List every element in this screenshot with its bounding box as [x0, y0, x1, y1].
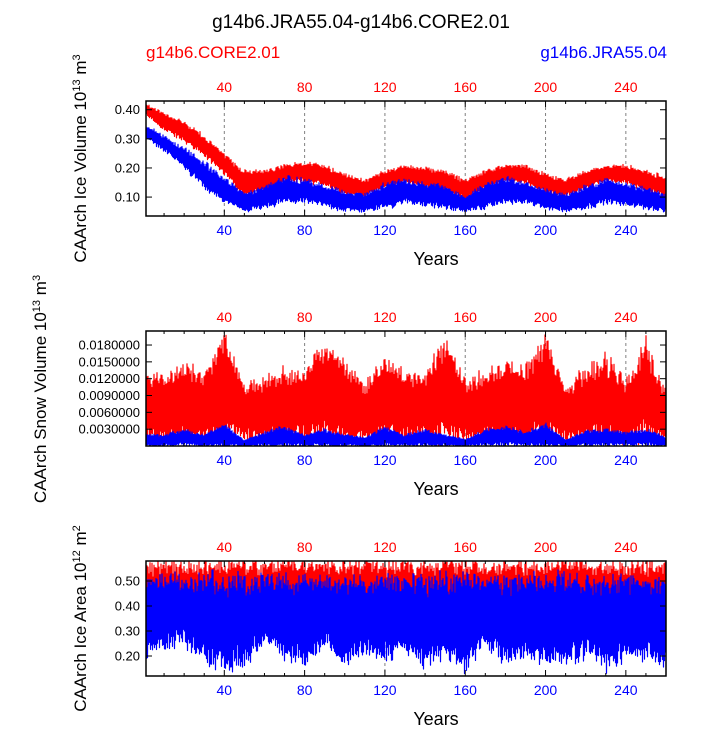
x-tick-label-top: 200	[534, 309, 558, 325]
x-tick-label-bottom: 40	[217, 222, 233, 238]
y-tick-label: 0.0180000	[79, 338, 140, 353]
y-tick-label: 0.20	[115, 160, 140, 175]
x-tick-label-bottom: 200	[534, 222, 558, 238]
x-tick-label-top: 40	[217, 539, 233, 555]
legend-core: g14b6.CORE2.01	[146, 43, 280, 62]
y-axis-label-exp: 12	[71, 550, 83, 562]
series-line-red	[146, 334, 666, 446]
series-line-blue	[146, 569, 666, 675]
x-axis-label: Years	[413, 249, 458, 269]
x-tick-label-top: 120	[373, 79, 397, 95]
y-tick-label: 0.0150000	[79, 354, 140, 369]
x-tick-label-bottom: 160	[454, 222, 478, 238]
x-tick-label-top: 80	[297, 309, 313, 325]
x-tick-label-top: 160	[454, 539, 478, 555]
y-axis-label-exp: 13	[31, 300, 43, 312]
x-axis-label: Years	[413, 709, 458, 729]
x-tick-label-bottom: 240	[614, 682, 638, 698]
series-line-blue	[146, 126, 666, 213]
y-tick-label: 0.0120000	[79, 371, 140, 386]
chart-panel-2: 40 40 80 80 120 120 160 160 200 200 240 240 0.003000…	[31, 275, 667, 503]
x-tick-label-bottom: 40	[217, 452, 233, 468]
series-line-blue	[146, 422, 666, 446]
y-tick-label: 0.30	[115, 624, 140, 639]
chart-panel-3: 40 40 80 80 120 120 160 160 200 200 240 240 0.20 0.30…	[71, 525, 667, 729]
y-tick-label: 0.20	[115, 649, 140, 664]
x-tick-label-top: 240	[614, 79, 638, 95]
y-axis-label-unit: m	[71, 531, 90, 550]
x-tick-label-bottom: 240	[614, 452, 638, 468]
x-tick-label-top: 80	[297, 79, 313, 95]
x-tick-label-bottom: 120	[373, 222, 397, 238]
figure-title: g14b6.JRA55.04-g14b6.CORE2.01	[212, 12, 510, 33]
legend-jra: g14b6.JRA55.04	[540, 43, 667, 62]
x-tick-label-top: 160	[454, 79, 478, 95]
series-line-red	[146, 104, 666, 201]
y-tick-label: 0.0030000	[79, 422, 140, 437]
x-tick-label-bottom: 200	[534, 682, 558, 698]
x-tick-label-top: 240	[614, 309, 638, 325]
plot-frame	[145, 330, 667, 447]
y-tick-label: 0.10	[115, 190, 140, 205]
y-tick-label: 0.50	[115, 574, 140, 589]
y-tick-label: 0.0090000	[79, 388, 140, 403]
series-group	[146, 561, 666, 675]
y-tick-label: 0.40	[115, 102, 140, 117]
y-axis-label-unit: m	[71, 60, 90, 79]
y-axis-label-main: CAArch Ice Volume 10	[71, 92, 90, 263]
x-tick-label-top: 240	[614, 539, 638, 555]
x-tick-label-bottom: 200	[534, 452, 558, 468]
y-tick-label: 0.30	[115, 131, 140, 146]
x-tick-label-bottom: 80	[297, 682, 313, 698]
x-tick-label-top: 40	[217, 309, 233, 325]
x-tick-label-top: 40	[217, 79, 233, 95]
x-tick-label-bottom: 40	[217, 682, 233, 698]
series-group	[146, 334, 666, 446]
chart-panel-1: 40 40 80 80 120 120 160 160 200 200 240 240 0.10 0.20…	[71, 54, 667, 269]
y-axis-label-main: CAArch Snow Volume 10	[31, 312, 50, 503]
y-axis-label: CAArch Snow Volume 1013 m3	[31, 275, 50, 503]
y-axis-label-unit-exp: 2	[71, 525, 83, 531]
x-tick-label-bottom: 160	[454, 452, 478, 468]
y-tick-label: 0.40	[115, 599, 140, 614]
y-axis-label-main: CAArch Ice Area 10	[71, 562, 90, 711]
x-tick-label-bottom: 240	[614, 222, 638, 238]
x-tick-label-top: 200	[534, 539, 558, 555]
x-tick-label-top: 120	[373, 539, 397, 555]
x-tick-label-top: 80	[297, 539, 313, 555]
x-tick-label-bottom: 160	[454, 682, 478, 698]
plot-frame	[145, 100, 667, 217]
y-axis-label: CAArch Ice Volume 1013 m3	[71, 54, 90, 262]
y-tick-label: 0.0060000	[79, 405, 140, 420]
y-axis-label-unit-exp: 3	[31, 275, 43, 281]
x-tick-label-bottom: 120	[373, 452, 397, 468]
x-tick-label-top: 200	[534, 79, 558, 95]
x-tick-label-top: 160	[454, 309, 478, 325]
x-tick-label-top: 120	[373, 309, 397, 325]
y-axis-label-exp: 13	[71, 79, 83, 91]
y-axis-label-unit-exp: 3	[71, 54, 83, 60]
x-axis-label: Years	[413, 479, 458, 499]
y-axis-label: CAArch Ice Area 1012 m2	[71, 525, 90, 712]
plot-frame	[145, 560, 667, 677]
y-axis-label-unit: m	[31, 281, 50, 300]
x-tick-label-bottom: 120	[373, 682, 397, 698]
chart-panels: 404080801201201601602002002402400.100.20…	[31, 54, 667, 729]
series-group	[146, 104, 666, 213]
x-tick-label-bottom: 80	[297, 222, 313, 238]
x-tick-label-bottom: 80	[297, 452, 313, 468]
